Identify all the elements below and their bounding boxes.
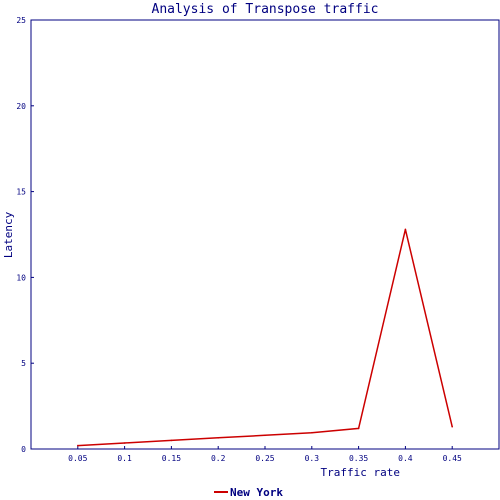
x-tick-label: 0.05 [68, 454, 87, 463]
y-tick-label: 5 [21, 359, 26, 368]
x-tick-label: 0.35 [349, 454, 368, 463]
x-tick-label: 0.4 [398, 454, 413, 463]
data-point [311, 431, 313, 434]
y-tick-label: 20 [16, 102, 26, 111]
data-point [170, 439, 173, 442]
y-tick-label: 15 [16, 188, 26, 197]
y-tick-label: 10 [16, 273, 26, 282]
data-point [217, 437, 219, 439]
data-point [123, 442, 126, 444]
data-point [77, 444, 79, 447]
data-point [264, 434, 266, 437]
legend: New York [214, 486, 283, 499]
series-line-0 [77, 229, 453, 447]
x-axis-label: Traffic rate [321, 466, 400, 479]
x-axis: 0.05 0.1 0.15 0.2 0.25 0.3 0.35 0.4 0.45 [68, 446, 462, 463]
x-tick-label: 0.25 [255, 454, 274, 463]
legend-label: New York [230, 486, 283, 499]
y-tick-label: 0 [21, 445, 26, 454]
plot-area [77, 228, 454, 447]
data-point [404, 228, 407, 231]
y-axis: 0 5 10 15 20 25 [16, 16, 34, 454]
data-point [357, 427, 360, 430]
x-tick-label: 0.1 [117, 454, 132, 463]
x-tick-label: 0.2 [211, 454, 226, 463]
plot-frame [30, 19, 500, 450]
x-tick-label: 0.3 [305, 454, 320, 463]
y-tick-label: 25 [16, 16, 26, 25]
y-axis-label: Latency [2, 211, 15, 258]
data-point [451, 425, 454, 428]
x-tick-label: 0.15 [162, 454, 181, 463]
x-tick-label: 0.45 [443, 454, 462, 463]
chart-title: Analysis of Transpose traffic [152, 2, 379, 17]
